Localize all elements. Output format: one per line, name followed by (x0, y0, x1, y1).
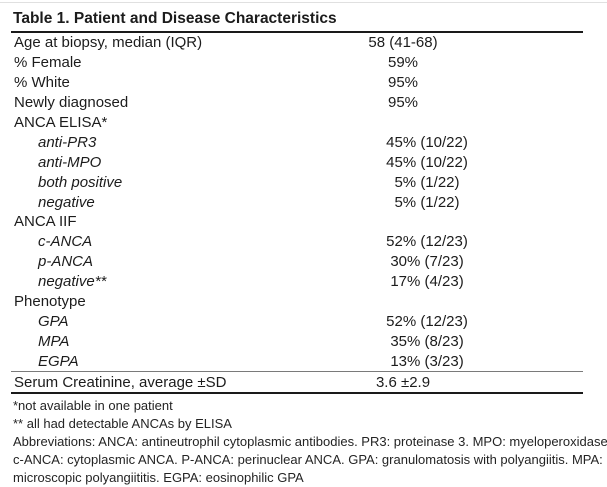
row-label: Newly diagnosed (14, 94, 129, 112)
table-row: anti-PR3 45% (10/22) (11, 132, 583, 152)
row-value: 35% (8/23) (390, 332, 464, 350)
row-value: 95% (387, 74, 419, 92)
table-row: GPA 52% (12/23) (11, 311, 583, 331)
table-row: Serum Creatinine, average ±SD 3.6 ±2.9 (11, 371, 583, 392)
table-row: negative 5% (1/22) (11, 192, 583, 212)
footnote-asterisk: *not available in one patient (13, 398, 173, 414)
row-label: EGPA (38, 352, 79, 370)
table-footnotes: *not available in one patient ** all had… (11, 394, 607, 487)
table-row: both positive 5% (1/22) (11, 172, 583, 192)
table-row: p-ANCA 30% (7/23) (11, 252, 583, 272)
row-label: Phenotype (14, 293, 86, 311)
row-label: p-ANCA (38, 253, 94, 271)
row-value: 58 (41-68) (368, 34, 438, 52)
row-label: % Female (14, 54, 82, 72)
table-row: c-ANCA 52% (12/23) (11, 232, 583, 252)
row-label: % White (14, 74, 70, 92)
row-value: 95% (387, 94, 419, 112)
row-label: MPA (38, 332, 70, 350)
section-header-row: Phenotype (11, 292, 583, 312)
row-label: c-ANCA (38, 233, 93, 251)
row-label: anti-PR3 (38, 133, 97, 151)
section-header-row: ANCA IIF (11, 212, 583, 232)
row-value: 45% (10/22) (386, 133, 468, 151)
row-label: both positive (38, 173, 123, 191)
row-value: 59% (387, 54, 419, 72)
abbreviations-line-2: c-ANCA: cytoplasmic ANCA. P-ANCA: perinu… (13, 452, 603, 468)
table-row: negative** 17% (4/23) (11, 272, 583, 292)
row-label: Serum Creatinine, average ±SD (14, 373, 227, 391)
row-label: Age at biopsy, median (IQR) (14, 34, 203, 52)
table-row: % Female 59% (11, 53, 583, 73)
table-row: EGPA 13% (3/23) (11, 351, 583, 371)
row-value: 45% (10/22) (386, 153, 468, 171)
table-row: % White 95% (11, 73, 583, 93)
row-value: 17% (4/23) (390, 273, 464, 291)
section-header-row: ANCA ELISA* (11, 113, 583, 133)
row-label: GPA (38, 312, 69, 330)
table-row: Newly diagnosed 95% (11, 93, 583, 113)
row-label: negative (38, 193, 95, 211)
row-value: 52% (12/23) (386, 233, 468, 251)
row-label: ANCA ELISA* (14, 114, 108, 131)
table-row: Age at biopsy, median (IQR) 58 (41-68) (11, 33, 583, 53)
table-title: Table 1. Patient and Disease Characteris… (11, 0, 583, 33)
row-value: 5% (1/22) (394, 193, 460, 211)
row-value: 3.6 ±2.9 (375, 373, 431, 391)
footnote-double-asterisk: ** all had detectable ANCAs by ELISA (13, 416, 232, 432)
row-label: anti-MPO (38, 153, 102, 171)
row-value: 5% (1/22) (394, 173, 460, 191)
abbreviations-line-3: microscopic polyangiititis. EGPA: eosino… (13, 470, 304, 486)
table-row: anti-MPO 45% (10/22) (11, 152, 583, 172)
table-body: Age at biopsy, median (IQR) 58 (41-68) %… (11, 33, 583, 395)
row-value: 30% (7/23) (390, 253, 464, 271)
table-container: Table 1. Patient and Disease Characteris… (11, 0, 607, 487)
row-label: ANCA IIF (14, 213, 77, 231)
row-label: negative** (38, 273, 107, 291)
row-value: 13% (3/23) (390, 352, 464, 370)
table-row: MPA 35% (8/23) (11, 331, 583, 351)
abbreviations-line-1: Abbreviations: ANCA: antineutrophil cyto… (13, 434, 607, 450)
row-value: 52% (12/23) (386, 312, 468, 330)
page-top-divider (0, 2, 607, 3)
